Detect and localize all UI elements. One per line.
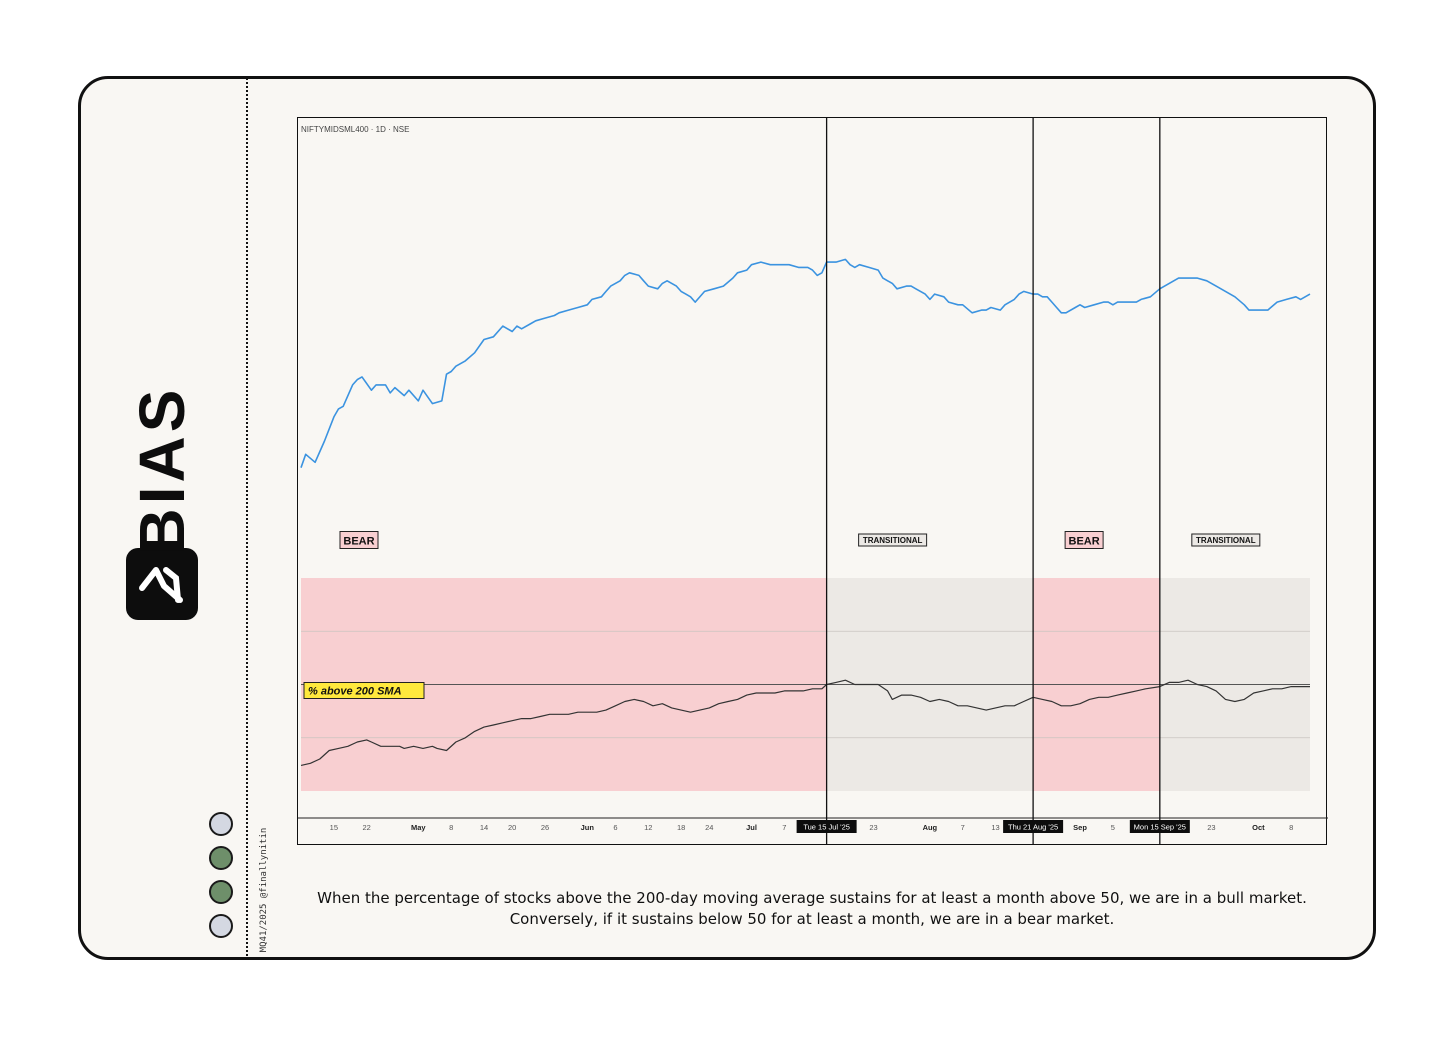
marker-date-text: Thu 21 Aug '25 <box>1008 823 1058 832</box>
x-tick-label: 23 <box>1207 823 1215 832</box>
status-dot-1 <box>209 812 233 836</box>
x-tick-label: 23 <box>869 823 877 832</box>
marker-date-text: Mon 15 Sep '25 <box>1134 823 1186 832</box>
credit-text: MQ41/2025 @finallynitin <box>259 827 269 953</box>
regime-label-1: BEAR <box>339 531 379 549</box>
x-tick-label: 8 <box>449 823 453 832</box>
marker-date-label-1: Tue 15 Jul '25 <box>796 820 857 833</box>
marker-date-box <box>1003 820 1064 833</box>
marker-date-label-2: Thu 21 Aug '25 <box>1003 820 1064 833</box>
x-tick-label: 5 <box>1111 823 1115 832</box>
marker-date-text: Tue 15 Jul '25 <box>803 823 850 832</box>
x-tick-label: 14 <box>480 823 488 832</box>
status-dot-4 <box>209 914 233 938</box>
x-tick-label: 24 <box>705 823 713 832</box>
status-dot-2 <box>209 846 233 870</box>
chart-frame: NIFTYMIDSML400 · 1D · NSE BEAR TRANSITIONA… <box>297 117 1328 845</box>
regime-label-box <box>858 533 928 547</box>
chart-svg: NIFTYMIDSML400 · 1D · NSE BEAR TRANSITIONA… <box>298 118 1328 845</box>
x-tick-label: Jul <box>746 823 757 832</box>
x-tick-label: 15 <box>330 823 338 832</box>
regime-label-text: BEAR <box>343 536 374 548</box>
regime-label-box <box>339 531 379 549</box>
x-tick-label: 22 <box>363 823 371 832</box>
regime-label-text: TRANSITIONAL <box>1196 536 1256 545</box>
brand-name: BIAS <box>126 385 198 555</box>
regime-label-box <box>1191 533 1261 547</box>
x-tick-label: Jun <box>581 823 595 832</box>
regime-label-2: TRANSITIONAL <box>858 533 928 547</box>
marker-date-label-3: Mon 15 Sep '25 <box>1129 820 1190 833</box>
status-dot-3 <box>209 880 233 904</box>
regime-label-text: TRANSITIONAL <box>863 536 923 545</box>
x-tick-label: 6 <box>613 823 617 832</box>
bias-logo-glyph <box>139 567 183 603</box>
regime-label-3: BEAR <box>1064 531 1104 549</box>
breadth-series-line <box>300 679 1310 766</box>
x-tick-label: Aug <box>923 823 938 832</box>
regime-label-box <box>1064 531 1104 549</box>
x-tick-label: Sep <box>1073 823 1087 832</box>
marker-date-box <box>1129 820 1190 833</box>
x-tick-label: 26 <box>541 823 549 832</box>
x-tick-label: 8 <box>1289 823 1293 832</box>
regime-label-text: BEAR <box>1069 536 1100 548</box>
x-tick-label: 13 <box>991 823 999 832</box>
x-tick-label: 7 <box>961 823 965 832</box>
caption: When the percentage of stocks above the … <box>317 889 1307 928</box>
indicator-label-box <box>303 682 425 699</box>
bias-logo-icon <box>126 548 198 620</box>
x-tick-label: May <box>411 823 426 832</box>
x-tick-label: 20 <box>508 823 516 832</box>
x-tick-label: 12 <box>644 823 652 832</box>
x-tick-label: Oct <box>1252 823 1265 832</box>
perforation-divider <box>246 78 248 960</box>
indicator-label-text: % above 200 SMA <box>308 686 402 698</box>
x-tick-label: 18 <box>677 823 685 832</box>
chart-title: NIFTYMIDSML400 · 1D · NSE <box>301 125 409 134</box>
indicator-label: % above 200 SMA <box>303 682 425 699</box>
price-series-line <box>300 258 1311 468</box>
marker-date-box <box>796 820 857 833</box>
x-tick-label: 7 <box>782 823 786 832</box>
regime-label-4: TRANSITIONAL <box>1191 533 1261 547</box>
